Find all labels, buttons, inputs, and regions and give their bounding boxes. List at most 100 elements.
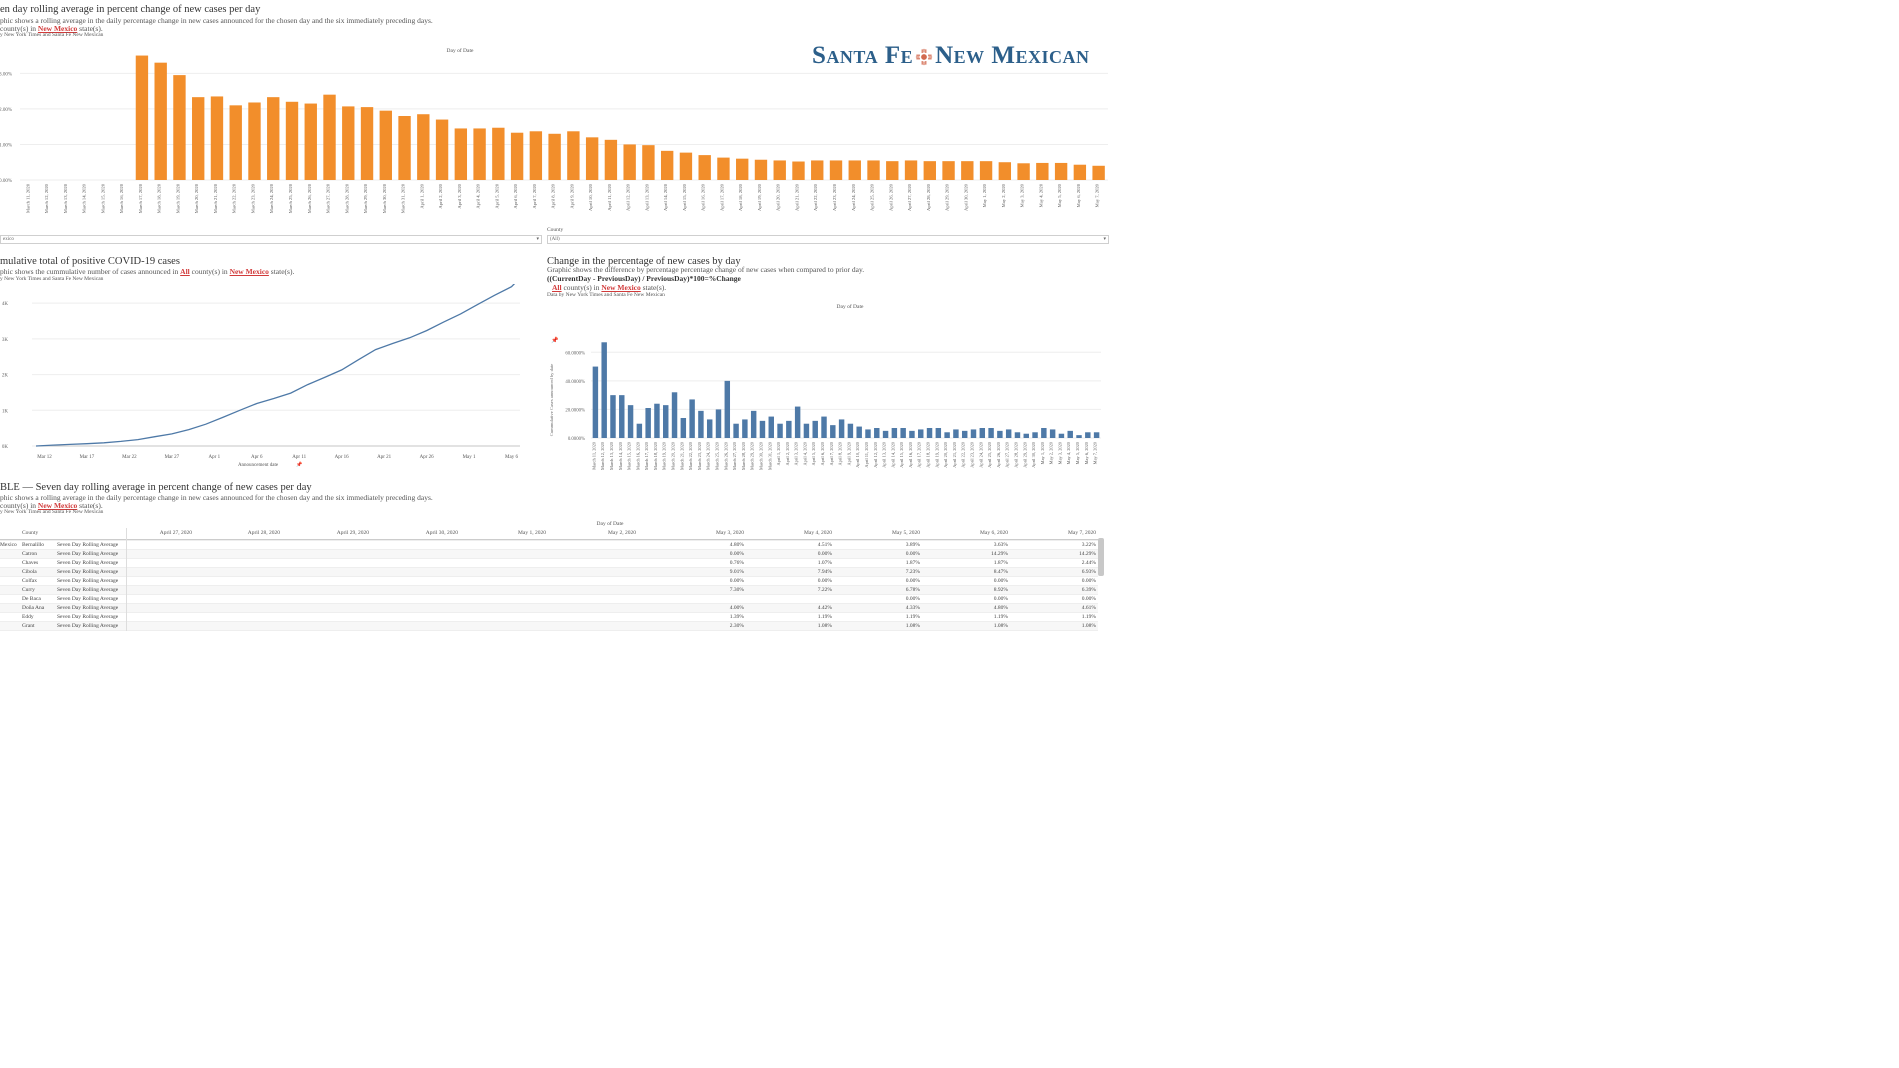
value-cell: 0.00% [905, 551, 920, 557]
bar [1032, 432, 1038, 438]
bar [997, 430, 1003, 438]
x-tick-label: March 19, 2020 [662, 441, 668, 470]
rolling-avg-scope: county(s) in New Mexico state(s). [0, 24, 103, 33]
x-tick-label: March 23, 2020 [697, 441, 703, 470]
bar [803, 423, 810, 438]
x-tick-label: April 25, 2020 [987, 441, 993, 468]
value-cell: 7.22% [817, 587, 832, 593]
value-cell: 14.29% [1079, 551, 1096, 557]
measure-cell: Seven Day Rolling Average [57, 569, 119, 575]
bar [192, 97, 205, 180]
value-cell: 4.42% [817, 605, 832, 611]
date-column-header: May 7, 2020 [1068, 530, 1096, 536]
bar [285, 101, 299, 180]
y-tick-label: 3.00% [0, 72, 12, 77]
state-link[interactable]: New Mexico [229, 267, 269, 276]
x-tick-label: March 18, 2020 [653, 441, 659, 470]
date-column-header: April 28, 2020 [247, 530, 280, 536]
x-tick-label: April 2, 2020 [438, 183, 444, 208]
bar [1058, 433, 1065, 438]
bar [1014, 432, 1021, 438]
x-tick-label: April 11, 2020 [607, 183, 613, 210]
x-tick-label: March 13, 2020 [63, 183, 69, 213]
rolling-average-bar-chart: 0.00% 1.00% 2.00% 3.00% March 11, 2020 March … [0, 55, 1108, 213]
rolling-avg-subtitle: phic shows a rolling average in the dail… [0, 16, 433, 25]
x-tick-label: April 10, 2020 [855, 441, 861, 468]
table-scope-post: state(s). [77, 501, 103, 510]
county-cell: Eddy [22, 614, 34, 620]
x-tick-label: April 7, 2020 [532, 183, 538, 208]
value-cell: 0.76% [729, 560, 744, 566]
value-cell: 1.39% [729, 614, 744, 620]
header-divider [0, 539, 1100, 540]
x-tick-label: May 6, 2020 [1076, 183, 1082, 207]
bar [768, 416, 774, 438]
date-column-header: May 6, 2020 [980, 530, 1008, 536]
state-link[interactable]: New Mexico [37, 501, 78, 510]
x-tick-label: May 6 [505, 455, 518, 460]
table-scrollbar[interactable] [1098, 538, 1104, 576]
x-tick-label: March 17, 2020 [138, 183, 144, 213]
county-cell: Chaves [22, 560, 39, 566]
x-tick-label: May 3, 2020 [1057, 441, 1063, 464]
x-tick-label: April 21, 2020 [952, 441, 958, 468]
value-cell: 8.47% [993, 569, 1008, 575]
state-filter-dropdown[interactable]: exico ▾ [0, 235, 542, 244]
table-row: De Baca Seven Day Rolling Average 0.00% 0.0… [0, 594, 1098, 604]
y-tick-label: 0K [2, 445, 9, 450]
value-cell: 0.00% [1081, 596, 1096, 602]
value-cell: 4.00% [729, 605, 744, 611]
x-tick-label: May 1, 2020 [982, 183, 988, 207]
x-tick-label: March 15, 2020 [627, 441, 633, 470]
table-scope-pre: county(s) in [0, 501, 38, 510]
bar [926, 428, 933, 438]
bar [660, 150, 674, 180]
x-tick-label: March 22, 2020 [232, 183, 238, 213]
bar [698, 410, 704, 438]
rolling-average-table: County April 27, 2020 April 28, 2020 April… [0, 528, 1105, 631]
bar [473, 128, 486, 180]
zia-sun-icon [916, 49, 933, 66]
value-cell: 14.29% [991, 551, 1008, 557]
x-axis-label: Announcement date [238, 463, 279, 468]
value-cell: 8.92% [993, 587, 1008, 593]
x-tick-label: April 26, 2020 [888, 183, 894, 211]
x-tick-label: April 27, 2020 [1005, 441, 1011, 468]
x-tick-label: April 15, 2020 [682, 183, 688, 211]
table-row: Catron Seven Day Rolling Average 0.00% 0.00… [0, 549, 1098, 559]
value-cell: 1.08% [905, 623, 920, 629]
y-tick-label: 3K [2, 338, 9, 343]
x-tick-label: April 22, 2020 [813, 183, 819, 211]
bar [891, 428, 898, 438]
x-tick-label: April 1, 2020 [419, 183, 425, 208]
bar [792, 161, 805, 180]
county-filter-value: (All) [550, 237, 560, 242]
x-tick-label: April 30, 2020 [963, 183, 969, 211]
all-link[interactable]: All [552, 283, 562, 292]
x-tick-label: March 22, 2020 [688, 441, 694, 470]
x-tick-label: March 11, 2020 [591, 441, 597, 470]
value-cell: 0.00% [993, 578, 1008, 584]
x-tick-label: March 30, 2020 [382, 183, 388, 213]
bar [812, 420, 818, 438]
bar [529, 131, 543, 180]
bar [998, 162, 1012, 180]
bar [900, 428, 906, 438]
x-tick-label: March 27, 2020 [326, 183, 332, 213]
x-tick-label: May 5, 2020 [1057, 183, 1063, 207]
y-tick-label: 2.00% [0, 108, 12, 113]
bar [794, 406, 801, 438]
measure-cell: Seven Day Rolling Average [57, 551, 119, 557]
all-link[interactable]: All [180, 267, 190, 276]
bar [724, 380, 731, 438]
state-link[interactable]: New Mexico [37, 24, 78, 33]
county-filter-dropdown[interactable]: (All) ▾ [547, 235, 1109, 244]
x-tick-label: April 15, 2020 [899, 441, 905, 468]
bar [135, 55, 149, 180]
scope-pre: county(s) in [0, 24, 38, 33]
date-column-header: May 1, 2020 [518, 530, 546, 536]
state-link[interactable]: New Mexico [601, 283, 641, 292]
x-tick-label: April 10, 2020 [588, 183, 594, 211]
value-cell: 4.80% [729, 542, 744, 548]
x-tick-label: April 6, 2020 [513, 183, 519, 208]
